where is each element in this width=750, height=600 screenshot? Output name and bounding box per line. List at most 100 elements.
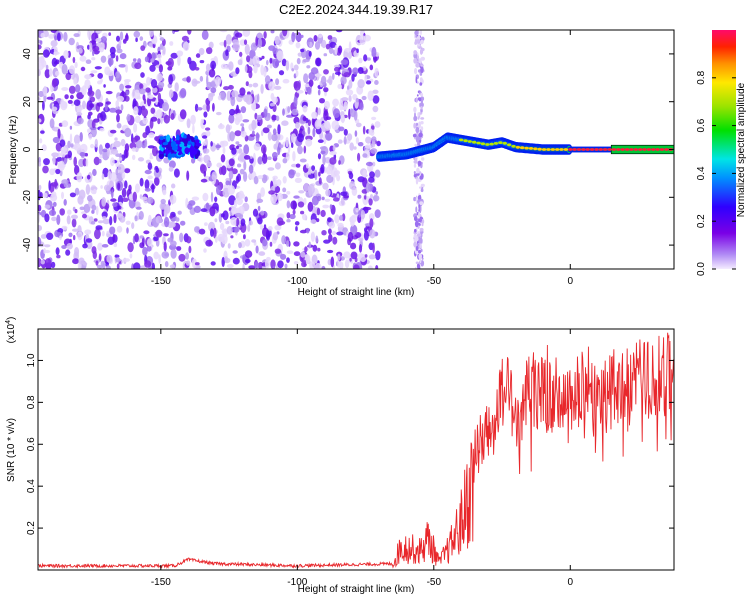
noise-speck [261,130,264,137]
noise-speck [286,212,291,219]
noise-speck [126,227,129,234]
noise-speck [64,154,71,159]
noise-speck [343,101,348,110]
noise-speck [355,137,359,145]
noise-speck [61,101,68,109]
noise-speck [352,67,359,75]
noise-speck [285,151,290,161]
noise-speck [368,176,375,183]
noise-speck [74,247,80,257]
noise-speck [293,64,299,71]
noise-speck [168,160,176,169]
noise-speck [231,147,237,155]
noise-speck [219,30,228,33]
noise-speck [41,144,47,152]
noise-speck [73,134,81,145]
noise-speck [307,86,312,95]
noise-speck [421,157,425,161]
noise-speck [298,190,305,194]
noise-speck [155,98,158,105]
noise-speck [323,69,329,75]
noise-speck [333,108,340,119]
noise-speck [364,254,368,258]
noise-speck [244,196,248,203]
noise-speck [186,118,191,129]
noise-speck [169,264,176,269]
noise-speck [297,133,304,143]
noise-speck [73,77,77,85]
noise-speck [155,167,159,173]
colorbar-tick-label: 0.6 [696,118,707,132]
noise-speck [336,174,341,182]
noise-speck [71,218,77,228]
noise-speck [328,233,333,242]
noise-speck [295,34,302,41]
noise-speck [325,43,330,50]
noise-speck [331,230,337,236]
noise-speck [191,157,196,164]
noise-speck [86,105,89,110]
noise-speck [202,141,207,147]
noise-speck [200,208,208,213]
noise-speck [201,30,209,40]
noise-speck [163,216,170,228]
noise-speck [208,221,216,232]
noise-speck [227,185,236,195]
x-tick-label: -50 [427,577,442,588]
noise-speck [236,197,244,206]
noise-speck [95,30,103,34]
noise-speck [134,62,142,70]
noise-speck [340,191,348,197]
noise-speck [276,50,284,62]
noise-speck [142,117,149,125]
noise-speck [85,158,89,167]
track-core [546,148,551,151]
noise-speck [314,119,322,130]
noise-speck [109,46,116,55]
noise-speck [308,186,312,197]
noise-speck [308,166,312,176]
noise-speck [320,75,327,86]
noise-speck [420,248,423,253]
noise-speck [374,121,381,128]
noise-speck [364,74,368,83]
noise-speck [372,161,376,167]
noise-speck [147,162,153,170]
noise-speck [145,125,151,136]
noise-speck [109,226,116,235]
noise-speckle-layer [38,30,425,269]
noise-speck [339,215,344,221]
noise-speck [176,50,184,57]
noise-speck [420,126,424,131]
noise-speck [334,66,340,72]
noise-speck [99,154,103,159]
noise-speck [419,82,423,86]
noise-speck [308,79,314,87]
y-tick-label: -20 [22,190,33,205]
noise-speck [52,201,57,207]
x-tick-label: -150 [151,276,171,287]
noise-speck [343,251,351,259]
noise-speck [234,130,242,137]
noise-speck [324,100,330,110]
noise-speck [43,248,46,255]
noise-speck [225,180,230,186]
noise-speck [334,214,340,224]
noise-speck [71,214,78,220]
noise-speck [38,236,42,247]
noise-speck [116,95,125,102]
noise-speck [272,175,278,180]
noise-speck [55,247,60,256]
track-core [585,148,590,151]
noise-speck [55,70,60,76]
noise-speck [414,143,418,147]
snr-y-label: SNR (10 * v/v) [6,418,17,482]
noise-speck [303,73,309,84]
noise-speck [222,146,226,154]
noise-speck [310,231,315,242]
noise-speck [147,175,153,180]
noise-speck [118,157,123,161]
noise-speck [125,149,129,158]
track-core [581,148,586,151]
